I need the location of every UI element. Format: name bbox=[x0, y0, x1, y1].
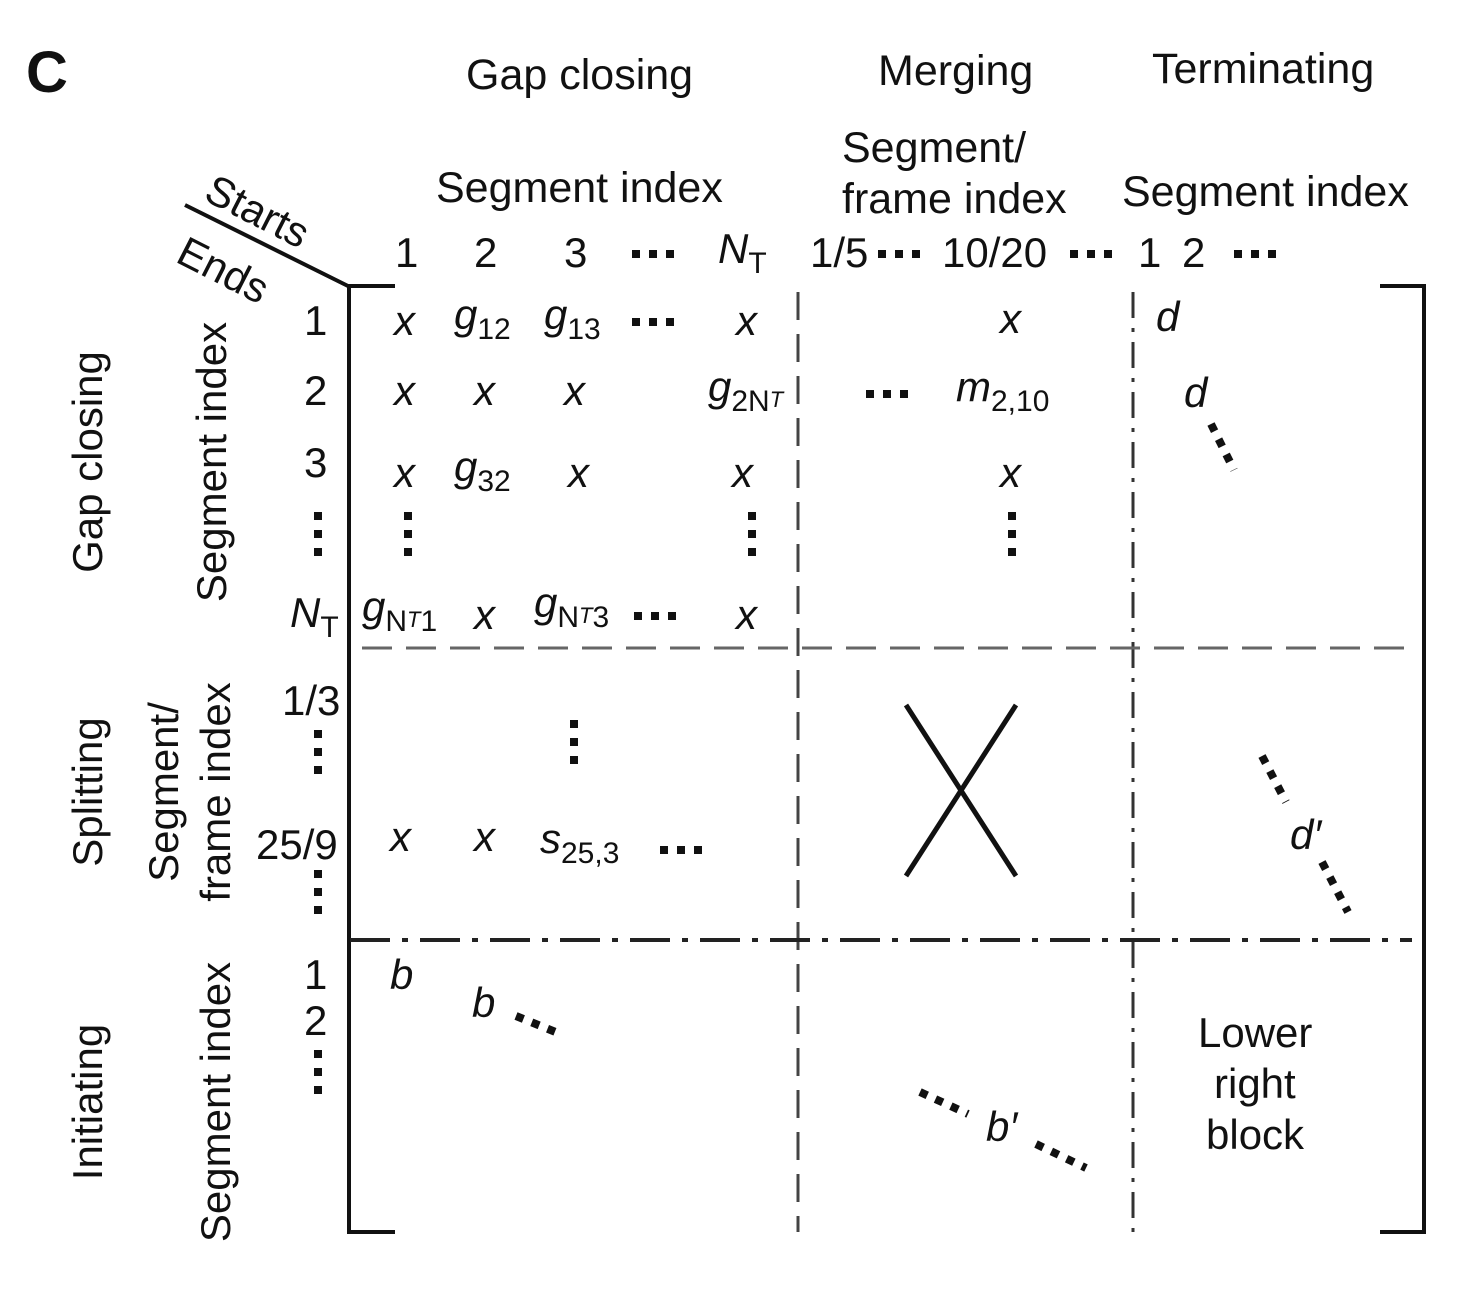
col-group-term-title: Terminating bbox=[1152, 45, 1375, 93]
cell-split-s: s25,3 bbox=[540, 815, 620, 870]
cell-split-term-dprime: d′ bbox=[1290, 811, 1322, 858]
col-group-gap-title: Gap closing bbox=[466, 51, 694, 99]
cell-rNT-c3: gNT3 bbox=[534, 579, 610, 634]
cell-rNT-c2: x bbox=[474, 591, 495, 638]
cell-rNT-c1: gNT1 bbox=[362, 583, 438, 638]
row-gap-subtitle: Segment index bbox=[188, 321, 235, 603]
big-x-line-2 bbox=[903, 703, 1019, 878]
col-index-term-2: 2 bbox=[1182, 229, 1206, 276]
col-gap-subtitle: Segment index bbox=[436, 164, 723, 212]
cell-r3-cNT: x bbox=[732, 449, 753, 496]
cell-init-merge-bprime: b′ bbox=[986, 1103, 1018, 1150]
row-index-init-2: 2 bbox=[304, 997, 328, 1044]
diag-dots-dprime-upper bbox=[1258, 754, 1290, 804]
row-index-gap-NT: NT bbox=[290, 589, 339, 644]
lower-right-block-line-3: block bbox=[1206, 1111, 1305, 1158]
cell-r1-cNT: x bbox=[736, 297, 757, 344]
row-init-subtitle: Segment index bbox=[192, 961, 239, 1243]
col-group-merge-title: Merging bbox=[878, 47, 1034, 95]
col-index-gap-3: 3 bbox=[564, 229, 588, 276]
row-group-init-title: Initiating bbox=[64, 1023, 111, 1181]
lower-right-block-line-2: right bbox=[1214, 1060, 1296, 1107]
row-index-gap-1: 1 bbox=[304, 297, 328, 344]
col-index-merge-1-5: 1/5 bbox=[810, 229, 869, 276]
col-index-gap-1: 1 bbox=[395, 229, 419, 276]
row-split-subtitle-1: Segment/ bbox=[140, 702, 187, 882]
right-bracket bbox=[1380, 284, 1426, 1234]
col-term-subtitle: Segment index bbox=[1122, 168, 1409, 216]
cell-rNT-ellipsis bbox=[634, 612, 685, 620]
col-merge-subtitle-1: Segment/ bbox=[842, 124, 1027, 172]
cell-r1-c3: g13 bbox=[544, 291, 601, 346]
diag-dots-bprime-right bbox=[1034, 1140, 1088, 1172]
cell-r1-term-d: d bbox=[1156, 293, 1180, 340]
cell-r1-c2: g12 bbox=[454, 291, 511, 346]
diag-dots-bprime-left bbox=[918, 1088, 970, 1118]
cell-r3-c3: x bbox=[568, 449, 589, 496]
cell-r2-c3: x bbox=[564, 367, 585, 414]
row-group-gap-title: Gap closing bbox=[64, 351, 111, 573]
row-group-split-title: Splitting bbox=[64, 717, 111, 867]
col-index-term-1: 1 bbox=[1138, 229, 1162, 276]
cell-rNT-cNT: x bbox=[736, 591, 757, 638]
cell-r1-ellipsis bbox=[632, 318, 683, 326]
cell-split-c1: x bbox=[390, 813, 411, 860]
cell-r2-merge-m: m2,10 bbox=[956, 363, 1050, 418]
row-index-split-vellipsis-1 bbox=[314, 730, 322, 784]
cell-r3-merge: x bbox=[1000, 449, 1021, 496]
cell-r2-term-d: d bbox=[1184, 369, 1208, 416]
cell-r2-c1: x bbox=[394, 367, 415, 414]
cell-r3-c1: x bbox=[394, 449, 415, 496]
diag-dots-d bbox=[1207, 422, 1238, 472]
col-index-merge-10-20: 10/20 bbox=[942, 229, 1048, 276]
row-index-gap-2: 2 bbox=[304, 367, 328, 414]
left-bracket bbox=[347, 284, 395, 1234]
cell-init-b2: b bbox=[472, 979, 496, 1026]
cell-split-ellipsis bbox=[660, 846, 711, 854]
cell-split-c2: x bbox=[474, 813, 495, 860]
cell-cNT-vellipsis bbox=[748, 512, 756, 566]
cell-r1-c1: x bbox=[394, 297, 415, 344]
cell-r2-cNT: g2NT bbox=[708, 363, 784, 418]
cell-c1-vellipsis bbox=[404, 512, 412, 566]
col-index-merge-ellipsis-2 bbox=[1070, 250, 1121, 258]
row-index-split-1-3: 1/3 bbox=[282, 677, 341, 724]
col-index-gap-2: 2 bbox=[474, 229, 498, 276]
cell-init-b1: b bbox=[390, 951, 414, 998]
lower-right-block-line-1: Lower bbox=[1198, 1009, 1313, 1056]
diag-dots-b bbox=[514, 1012, 565, 1039]
row-index-split-25-9: 25/9 bbox=[256, 821, 338, 868]
col-index-gap-ellipsis bbox=[632, 250, 683, 258]
cell-r1-merge: x bbox=[1000, 295, 1021, 342]
diag-dots-dprime-lower bbox=[1318, 860, 1352, 914]
row-index-split-vellipsis-2 bbox=[314, 870, 322, 924]
row-index-init-vellipsis bbox=[314, 1050, 322, 1104]
row-index-init-1: 1 bbox=[304, 951, 328, 998]
col-index-term-ellipsis bbox=[1234, 250, 1285, 258]
row-index-gap-vellipsis bbox=[314, 512, 322, 566]
panel-label: C bbox=[26, 40, 68, 105]
row-split-subtitle-2: frame index bbox=[192, 682, 239, 902]
cell-r3-c2: g32 bbox=[454, 443, 511, 498]
row-index-gap-3: 3 bbox=[304, 439, 328, 486]
cell-r2-merge-ellipsis bbox=[866, 390, 917, 398]
cell-split-c3-vellipsis bbox=[570, 720, 578, 774]
cell-merge-vellipsis bbox=[1008, 512, 1016, 566]
col-merge-subtitle-2: frame index bbox=[842, 175, 1067, 223]
cell-r2-c2: x bbox=[474, 367, 495, 414]
col-index-gap-NT: NT bbox=[718, 225, 767, 280]
col-index-merge-ellipsis-1 bbox=[878, 250, 929, 258]
corner-diagonal-line bbox=[184, 203, 349, 288]
